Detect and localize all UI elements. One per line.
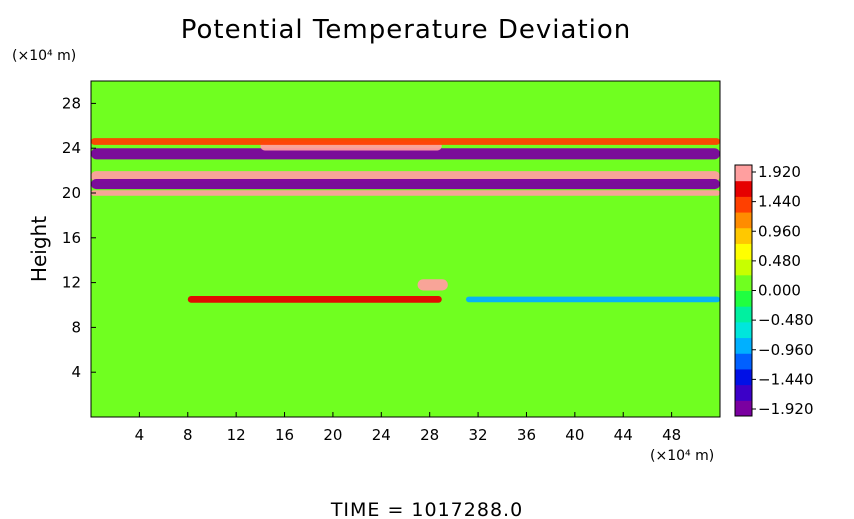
x-tick-label: 40 [565, 426, 584, 444]
colorbar-segment [735, 368, 752, 386]
colorbar-segment [735, 400, 752, 417]
y-axis-ticks: 4 8 12 16 20 24 28 [62, 94, 96, 381]
colorbar-segment [735, 165, 752, 182]
x-tick-label: 8 [183, 426, 193, 444]
y-tick-label: 8 [71, 318, 81, 336]
heatmap-field [91, 138, 720, 303]
heatmap-feature-upper-warm-wisps [91, 138, 720, 145]
colorbar-tick-label: −0.960 [758, 341, 814, 359]
y-tick-label: 12 [62, 274, 81, 292]
heatmap-feature-upper-cold-layer [91, 148, 720, 160]
colorbar-segment [735, 196, 752, 213]
y-tick-label: 28 [62, 94, 81, 112]
colorbar-segment [735, 290, 752, 307]
y-tick-label: 20 [62, 184, 81, 202]
colorbar-segment [735, 384, 752, 401]
x-tick-label: 44 [614, 426, 633, 444]
colorbar-segment [735, 259, 752, 276]
colorbar-segment [735, 337, 752, 354]
x-tick-label: 32 [469, 426, 488, 444]
colorbar-segment [735, 180, 752, 197]
colorbar-tick-label: 0.480 [758, 252, 801, 270]
colorbar-tick-label: 0.960 [758, 222, 801, 240]
colorbar-segment [735, 353, 752, 370]
x-tick-label: 36 [517, 426, 536, 444]
heatmap-feature-upper-warm-layer [91, 171, 720, 182]
heatmap-feature-lower-mid-cool-streak [465, 296, 720, 303]
x-tick-label: 12 [227, 426, 246, 444]
colorbar-tick-label: −1.920 [758, 400, 814, 418]
colorbar: 1.920 1.440 0.960 0.480 0.000 −0.480 −0.960 −1.… [734, 163, 814, 418]
x-tick-label: 48 [662, 426, 681, 444]
x-tick-label: 28 [420, 426, 439, 444]
colorbar-segment [735, 306, 752, 323]
y-tick-label: 24 [62, 139, 81, 157]
colorbar-segment [735, 243, 752, 260]
chart-title: Potential Temperature Deviation [181, 15, 632, 45]
x-tick-label: 20 [323, 426, 342, 444]
y-axis-label: Height [27, 216, 51, 282]
heatmap-background [91, 81, 720, 417]
x-tick-label: 24 [372, 426, 391, 444]
y-tick-label: 4 [71, 363, 81, 381]
colorbar-segment [735, 227, 752, 244]
plot-frame [90, 80, 721, 418]
x-tick-label: 16 [275, 426, 294, 444]
colorbar-segment [735, 321, 752, 339]
x-axis-ticks: 4 8 12 16 20 24 28 32 36 40 44 48 [135, 412, 681, 444]
colorbar-tick-label: 0.000 [758, 282, 801, 300]
colorbar-segment [735, 274, 752, 291]
heatmap-feature-lower-warm-layer [91, 190, 720, 196]
y-tick-label: 16 [62, 229, 81, 247]
colorbar-tick-label: −0.480 [758, 311, 814, 329]
y-axis-unit: (×10⁴ m) [12, 48, 76, 64]
heatmap-feature-warm-blob [417, 279, 448, 291]
x-tick-label: 4 [135, 426, 145, 444]
colorbar-segment [735, 212, 752, 229]
x-axis-unit: (×10⁴ m) [650, 448, 714, 464]
time-readout: TIME = 1017288.0 [330, 499, 523, 519]
colorbar-tick-label: 1.920 [758, 163, 801, 181]
colorbar-tick-label: 1.440 [758, 193, 801, 211]
colorbar-tick-label: −1.440 [758, 370, 814, 388]
heatmap-feature-lower-mid-warm-streak [187, 296, 442, 303]
heatmap-feature-middle-cold-layer [91, 179, 720, 190]
